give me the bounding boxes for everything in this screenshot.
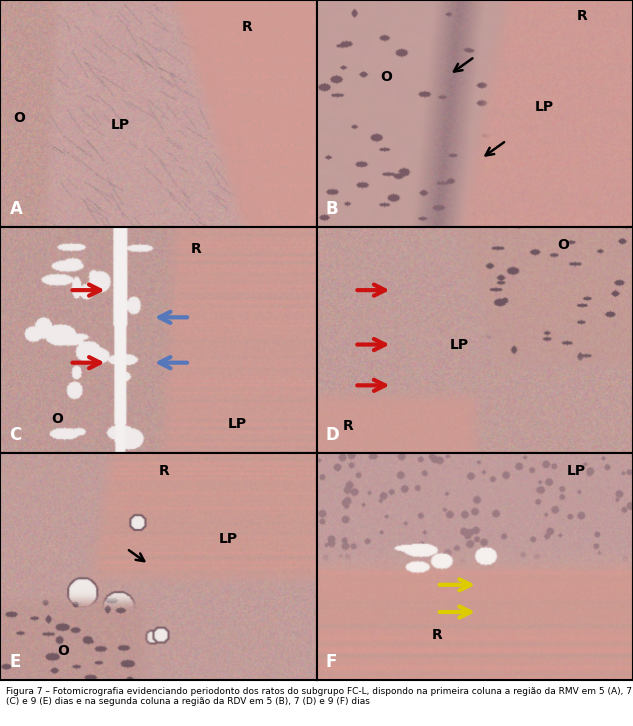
Text: LP: LP <box>218 532 237 547</box>
Text: E: E <box>9 653 21 671</box>
Text: O: O <box>58 643 69 658</box>
Text: C: C <box>9 426 22 444</box>
Text: B: B <box>326 200 339 218</box>
Text: O: O <box>51 412 63 426</box>
Text: O: O <box>13 111 25 125</box>
Text: R: R <box>343 419 353 433</box>
Text: O: O <box>558 238 569 252</box>
Text: R: R <box>432 628 442 642</box>
Text: R: R <box>191 242 201 256</box>
Text: LP: LP <box>111 118 130 131</box>
Text: LP: LP <box>449 338 468 351</box>
Text: R: R <box>577 9 587 23</box>
Text: O: O <box>380 70 392 84</box>
Text: LP: LP <box>535 99 554 113</box>
Text: R: R <box>160 465 170 478</box>
Text: LP: LP <box>228 417 247 431</box>
Text: R: R <box>242 20 252 34</box>
Text: D: D <box>326 426 340 444</box>
Text: LP: LP <box>567 465 586 478</box>
Text: A: A <box>9 200 22 218</box>
Text: Figura 7 – Fotomicrografia evidenciando periodonto dos ratos do subgrupo FC-L, d: Figura 7 – Fotomicrografia evidenciando … <box>6 687 632 706</box>
Text: F: F <box>326 653 337 671</box>
